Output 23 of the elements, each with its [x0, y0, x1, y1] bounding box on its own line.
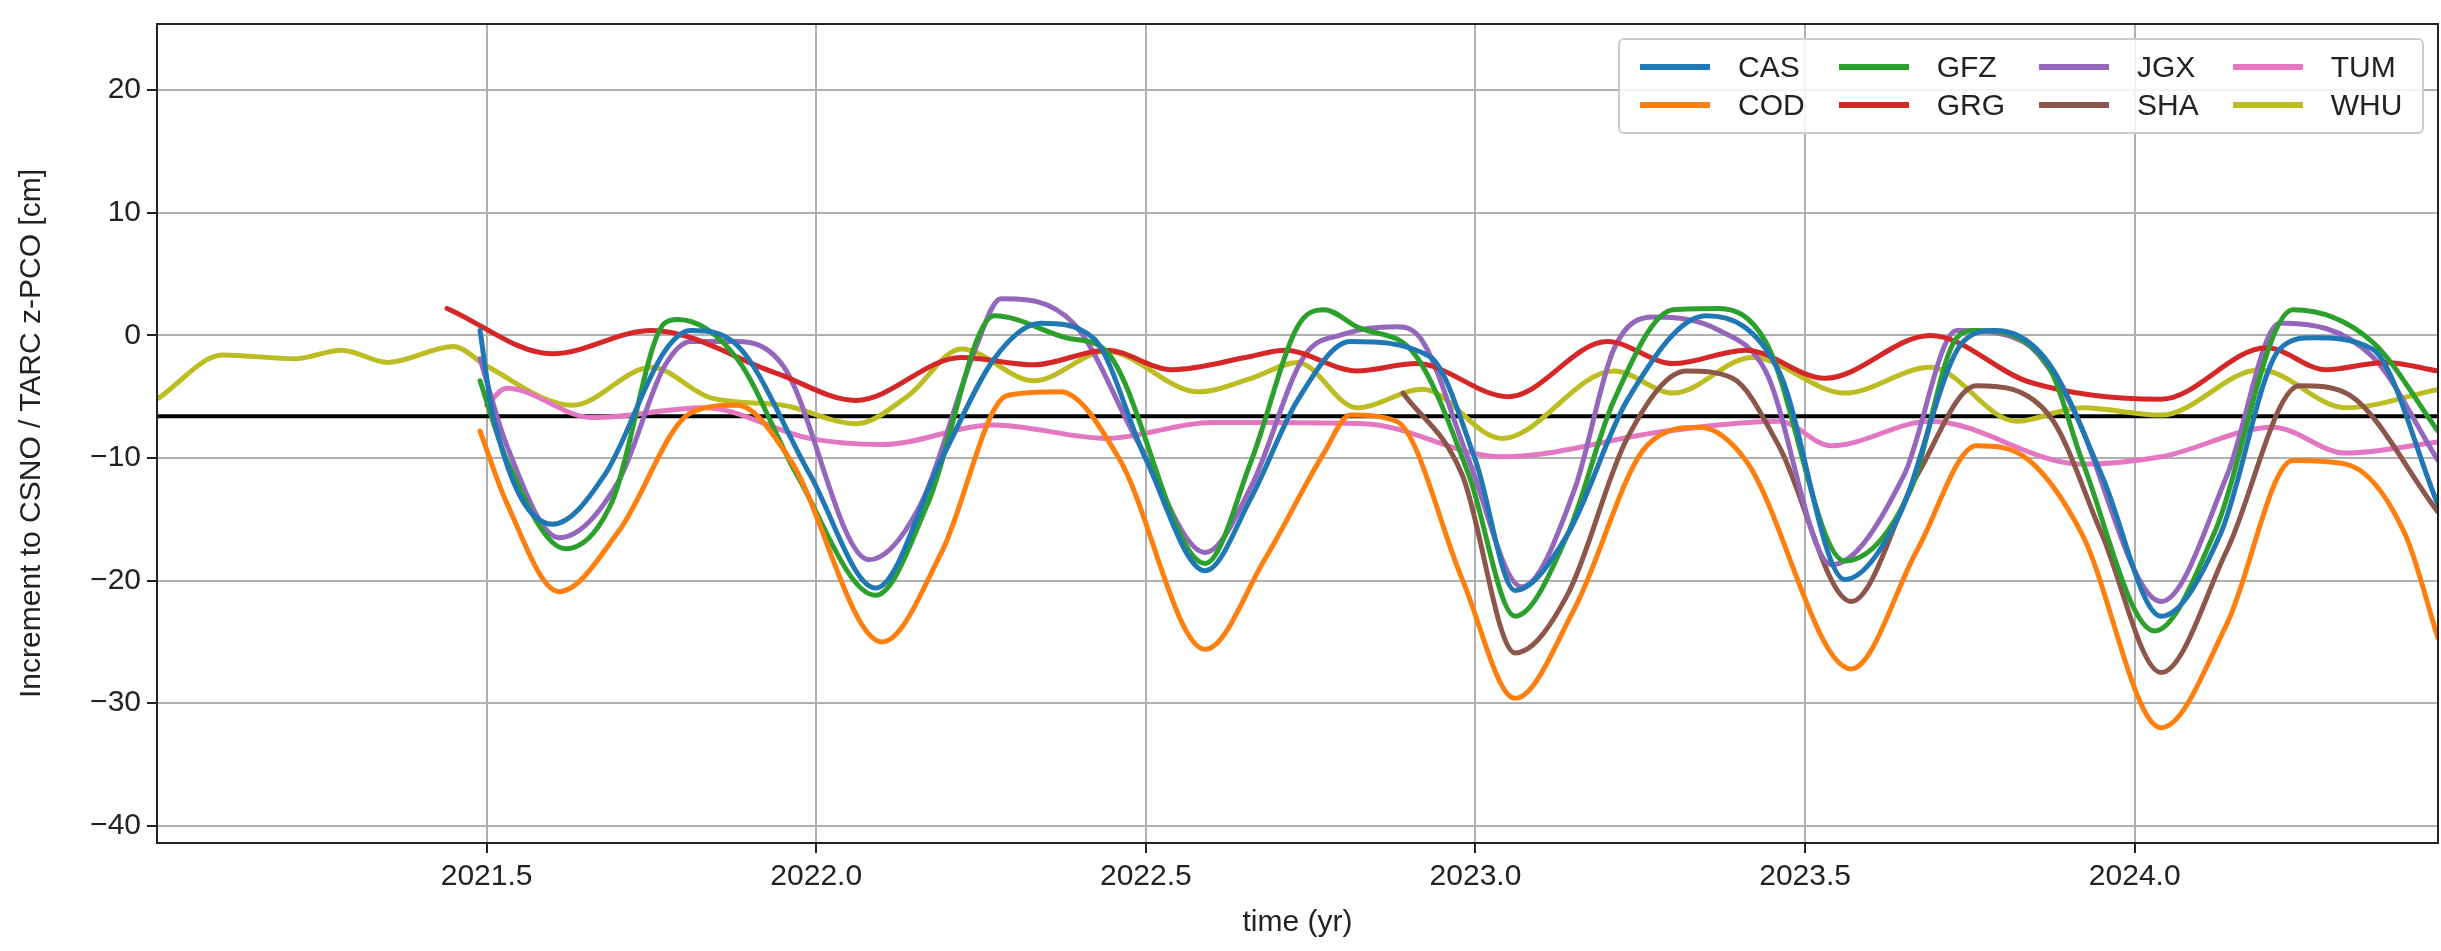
legend-label: GRG: [1936, 88, 2006, 122]
x-tick-label: 2022.5: [1099, 858, 1192, 892]
legend-label: COD: [1738, 88, 1805, 122]
x-tick-label: 2022.0: [770, 858, 863, 892]
legend-label: CAS: [1738, 50, 1800, 84]
x-tick-label: 2021.5: [440, 858, 533, 892]
y-axis-title: Increment to CSNO / TARC z-PCO [cm]: [13, 169, 47, 698]
y-tick-label: 10: [107, 194, 141, 228]
x-tick-label: 2023.5: [1759, 858, 1851, 892]
x-tick-label: 2024.0: [2088, 858, 2181, 892]
y-tick-label: −30: [90, 684, 141, 718]
y-tick-label: −10: [90, 439, 141, 473]
x-axis-title: time (yr): [1242, 904, 1353, 938]
legend-label: TUM: [2330, 50, 2396, 84]
y-tick-label: −40: [90, 807, 141, 841]
y-tick-label: 20: [107, 71, 141, 105]
y-tick-label: 0: [124, 316, 141, 350]
x-tick-label: 2023.0: [1429, 858, 1522, 892]
legend-label: GFZ: [1936, 50, 1997, 84]
legend-label: WHU: [2330, 88, 2403, 122]
y-tick-label: −20: [90, 561, 141, 595]
legend-label: SHA: [2137, 88, 2199, 122]
legend-label: JGX: [2137, 50, 2196, 84]
